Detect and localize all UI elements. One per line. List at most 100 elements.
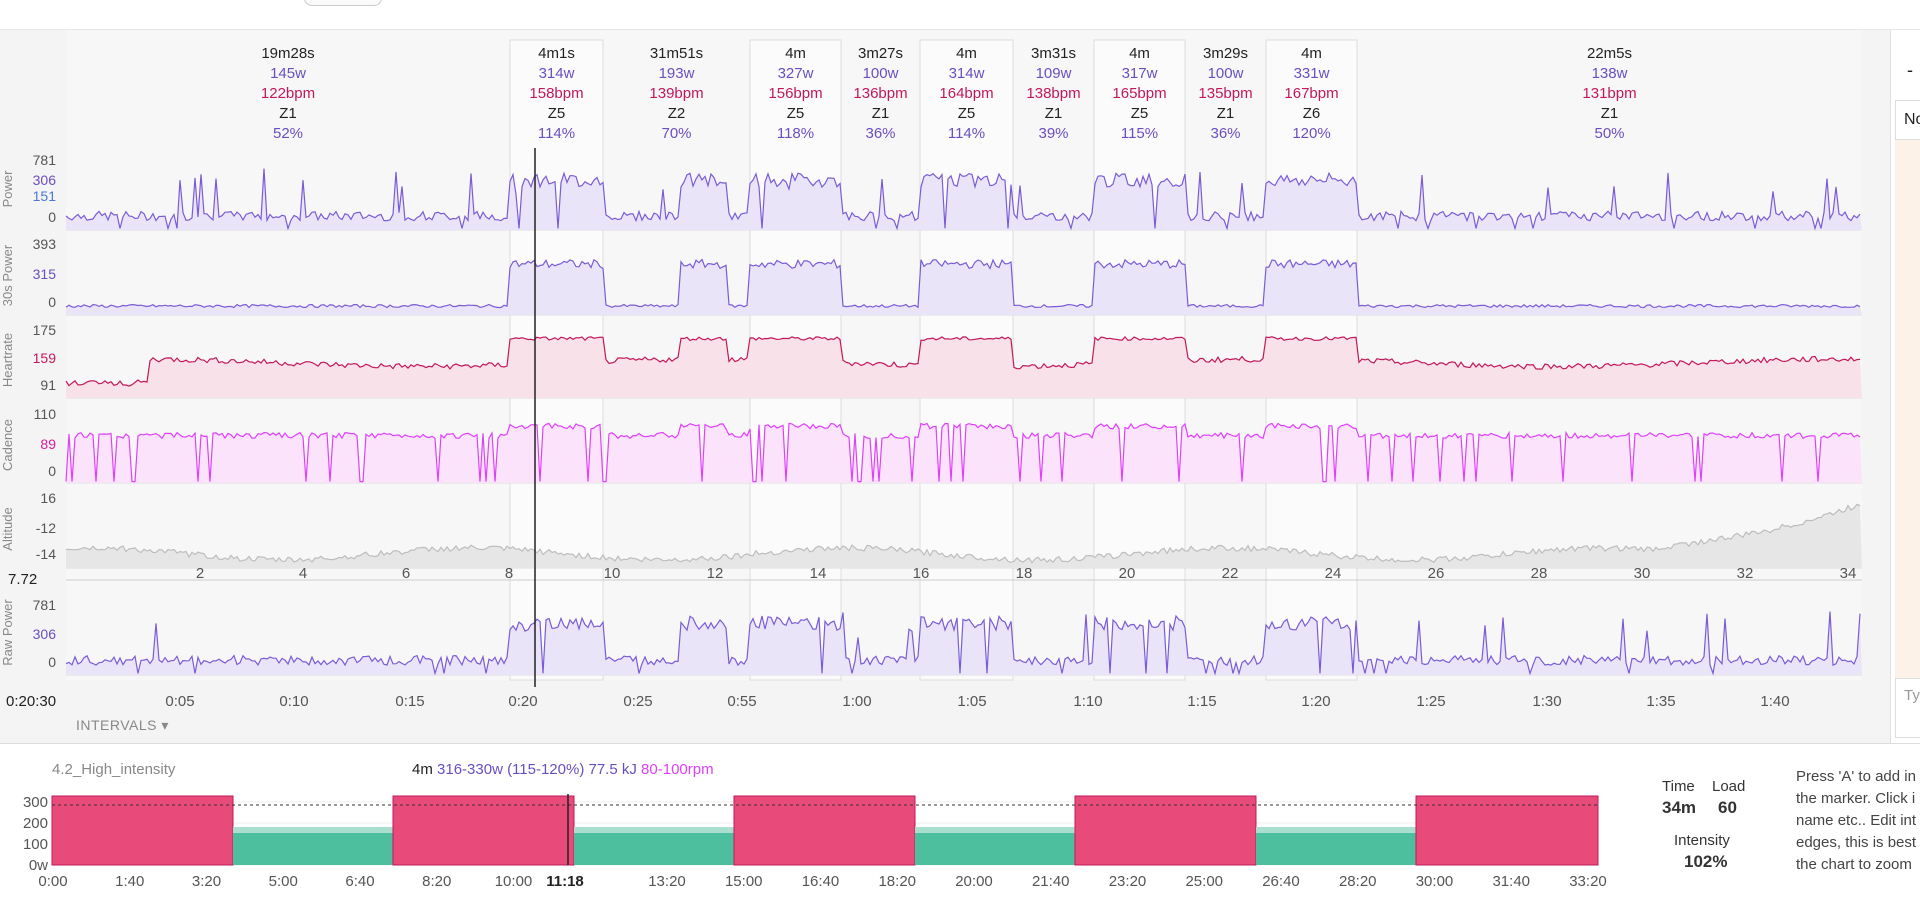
series-line [66, 503, 1861, 564]
cursor-time-readout: 0:20:30 [6, 693, 57, 710]
distance-tick-label: 8 [505, 565, 513, 582]
interval-stat: 36% [865, 125, 895, 142]
help-text: Press 'A' to add in the marker. Click i … [1796, 766, 1920, 876]
interval-stat: 52% [273, 125, 303, 142]
interval-stat: Z5 [958, 105, 976, 122]
rest-block [233, 833, 393, 865]
distance-tick-label: 2 [196, 565, 204, 582]
time-tick-label: 0:05 [165, 693, 194, 710]
panel-title: Heartrate [0, 333, 15, 387]
intensity-value: 102% [1684, 852, 1728, 871]
work-block [51, 795, 234, 866]
rest-block-band [915, 827, 1075, 833]
series-line [65, 611, 1861, 676]
time-tick-label: 1:05 [957, 693, 986, 710]
distance-tick-label: 6 [402, 565, 410, 582]
panel-title: Power [0, 170, 15, 208]
interval-stat: 135bpm [1198, 85, 1252, 102]
notes-field[interactable]: No [1895, 100, 1920, 140]
panel-tick-label: 89 [40, 436, 56, 452]
rest-block-band [574, 827, 734, 833]
panel-heartrate: Heartrate 175 159 91 [0, 322, 1862, 399]
series-line [65, 335, 1861, 387]
time-tick-label: 0:25 [623, 693, 652, 710]
workout-y-tick: 0w [29, 857, 48, 874]
interval-stat: Z5 [1131, 105, 1149, 122]
panel-raw-power: Raw Power 781 306 0 [0, 597, 1862, 676]
toolbar-button[interactable] [304, 0, 382, 6]
distance-tick-label: 34 [1840, 565, 1857, 582]
panel-tick-label: 393 [33, 236, 57, 252]
interval-stat: 145w [270, 65, 306, 82]
panel-title: Cadence [0, 419, 15, 471]
panel-title: Altitude [0, 507, 15, 550]
interval-stat: 136bpm [853, 85, 907, 102]
work-block [1415, 795, 1599, 866]
interval-stat: Z5 [787, 105, 805, 122]
work-block [1074, 795, 1257, 866]
activity-chart[interactable]: 19m28s 145w 122bpm Z1 52% 4m1s 314w 158bpm Z5 114… [0, 30, 1890, 743]
top-toolbar [0, 0, 1920, 30]
step-duration: 4m [412, 761, 433, 778]
panel-tick-label: 175 [33, 322, 57, 338]
panel-tick-label: 110 [34, 406, 57, 422]
workout-x-tick: 18:20 [878, 873, 916, 890]
interval-stat: Z1 [1601, 105, 1619, 122]
time-label: Time [1662, 778, 1695, 795]
workout-y-tick: 300 [23, 794, 48, 811]
panel-tick-label: 0 [48, 654, 56, 670]
interval-stat: 122bpm [261, 85, 315, 102]
time-tick-label: 0:10 [279, 693, 308, 710]
series-area [66, 168, 1862, 230]
interval-stat: 139bpm [649, 85, 703, 102]
interval-stat: 39% [1038, 125, 1068, 142]
panel-tick-label: 0 [48, 463, 56, 479]
activity-chart-area: 19m28s 145w 122bpm Z1 52% 4m1s 314w 158bpm Z5 114… [0, 30, 1890, 743]
interval-stat: Z1 [1045, 105, 1063, 122]
workout-x-tick: 25:00 [1185, 873, 1223, 890]
interval-stat: 167bpm [1284, 85, 1338, 102]
rest-block [1256, 833, 1416, 865]
interval-stat: 36% [1210, 125, 1240, 142]
distance-tick-label: 12 [707, 565, 724, 582]
panel-tick-label: -12 [36, 520, 56, 536]
workout-chart[interactable]: 300 200 100 0w0:00 1:40 3:20 5:00 6:40 8:20 10:00… [0, 744, 1620, 910]
series-area [66, 336, 1862, 398]
time-tick-label: 0:15 [395, 693, 424, 710]
workout-x-tick: 30:00 [1416, 873, 1454, 890]
workout-x-tick: 33:20 [1569, 873, 1607, 890]
workout-x-tick: 10:00 [495, 873, 533, 890]
panel-cadence: Cadence 110 89 0 [0, 406, 1862, 484]
interval-stat: 3m31s [1031, 45, 1076, 62]
interval-stat: 317w [1122, 65, 1158, 82]
panel-tick-label: 781 [33, 597, 57, 613]
interval-stat: 100w [1208, 65, 1244, 82]
time-tick-label: 1:30 [1532, 693, 1561, 710]
distance-tick-label: 4 [299, 565, 307, 582]
interval-stat: 327w [778, 65, 814, 82]
right-side-panel: - No Ty [1890, 30, 1920, 743]
series-area [66, 259, 1862, 315]
interval-stat: Z1 [1217, 105, 1235, 122]
interval-stat: 165bpm [1112, 85, 1166, 102]
rest-block-band [233, 827, 393, 833]
distance-tick-label: 26 [1428, 565, 1445, 582]
time-tick-label: 1:00 [842, 693, 871, 710]
step-cadence: 80-100rpm [641, 761, 714, 778]
panel-30s-power: 30s Power 393 315 0 [0, 236, 1862, 316]
series-line [65, 422, 1861, 483]
type-input[interactable]: Ty [1895, 678, 1920, 738]
interval-stat: 314w [539, 65, 575, 82]
interval-stat: 131bpm [1582, 85, 1636, 102]
time-tick-label: 1:15 [1187, 693, 1216, 710]
series-area [66, 611, 1862, 675]
workout-x-tick: 1:40 [115, 873, 144, 890]
intervals-dropdown-button[interactable]: INTERVALS ▾ [76, 717, 169, 733]
time-tick-label: 0:20 [508, 693, 537, 710]
panel-tick-label: 781 [33, 152, 57, 168]
load-value: 60 [1718, 798, 1737, 817]
interval-stat: 331w [1294, 65, 1330, 82]
interval-stat: 3m29s [1203, 45, 1248, 62]
workout-x-tick: 3:20 [192, 873, 221, 890]
